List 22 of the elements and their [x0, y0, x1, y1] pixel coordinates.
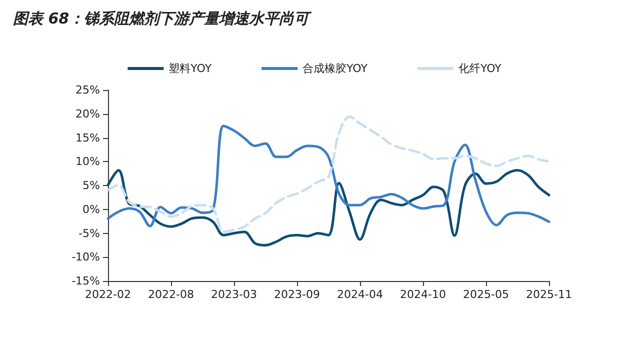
legend-label: 合成橡胶YOY: [302, 62, 368, 75]
y-tick-label: -5%: [78, 226, 100, 240]
x-tick-label: 2024-10: [400, 288, 446, 301]
y-tick-label: -10%: [72, 250, 100, 264]
x-tick-label: 2022-02: [85, 288, 131, 301]
legend-label: 化纤YOY: [458, 62, 502, 75]
line-series: [106, 168, 550, 246]
x-tick-label: 2023-03: [211, 288, 257, 301]
y-tick-label: 10%: [76, 155, 100, 168]
y-tick-label: 20%: [76, 107, 100, 120]
x-tick-label: 2022-08: [148, 288, 194, 301]
y-tick-label: 15%: [76, 131, 100, 144]
y-tick-label: -15%: [72, 274, 100, 288]
x-tick-label: 2023-09: [274, 288, 320, 301]
y-tick-label: 5%: [82, 179, 100, 192]
y-tick-label: 0%: [82, 202, 100, 216]
y-tick-label: 25%: [76, 84, 100, 96]
chart-title: 图表 68：锑系阻燃剂下游产量增速水平尚可: [13, 10, 312, 28]
x-tick-label: 2024-04: [337, 288, 383, 301]
x-tick-label: 2025-11: [526, 288, 572, 301]
legend-label: 塑料YOY: [168, 62, 212, 75]
x-tick-label: 2025-05: [463, 288, 509, 301]
